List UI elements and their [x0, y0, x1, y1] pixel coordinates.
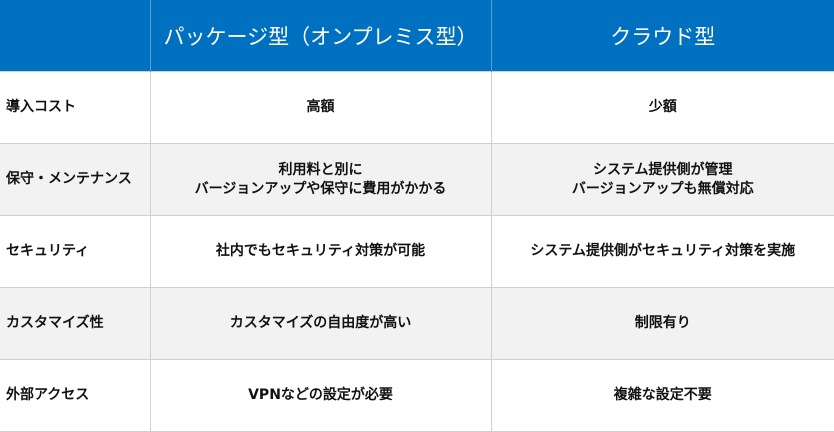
table-row: 外部アクセス VPNなどの設定が必要 複雑な設定不要: [0, 359, 834, 432]
cloud-cell: 複雑な設定不要: [490, 359, 834, 432]
package-cell: 高額: [149, 71, 492, 144]
table-row: セキュリティ 社内でもセキュリティ対策が可能 システム提供側がセキュリティ対策を…: [0, 215, 834, 288]
row-label: セキュリティ: [0, 215, 151, 288]
row-label: カスタマイズ性: [0, 287, 151, 360]
header-empty-cell: [0, 0, 150, 72]
cloud-cell: 制限有り: [490, 287, 834, 360]
package-cell: カスタマイズの自由度が高い: [149, 287, 492, 360]
cell-text: カスタマイズの自由度が高い: [229, 315, 412, 331]
cell-text: バージョンアップも無償対応: [571, 180, 754, 197]
package-cell: 利用料と別に バージョンアップや保守に費用がかかる: [149, 143, 492, 216]
cloud-cell: システム提供側が管理 バージョンアップも無償対応: [490, 143, 834, 216]
row-label: 外部アクセス: [0, 359, 151, 432]
cell-text: 制限有り: [634, 315, 691, 331]
cell-text: VPNなどの設定が必要: [248, 387, 393, 403]
header-row: パッケージ型（オンプレミス型） クラウド型: [0, 0, 834, 72]
cloud-cell: システム提供側がセキュリティ対策を実施: [490, 215, 834, 288]
cell-text: 少額: [648, 99, 677, 115]
cell-text: 社内でもセキュリティ対策が可能: [215, 243, 426, 259]
header-package: パッケージ型（オンプレミス型）: [149, 0, 491, 72]
package-cell: VPNなどの設定が必要: [149, 359, 492, 432]
cell-text: 高額: [306, 99, 335, 115]
cell-text: バージョンアップや保守に費用がかかる: [194, 180, 447, 197]
cell-text: システム提供側が管理: [592, 161, 733, 178]
header-cloud: クラウド型: [490, 0, 834, 72]
row-label: 導入コスト: [0, 71, 151, 144]
row-label: 保守・メンテナンス: [0, 143, 151, 216]
table-row: 導入コスト 高額 少額: [0, 71, 834, 144]
cloud-cell: 少額: [490, 71, 834, 144]
cell-text: 複雑な設定不要: [613, 387, 712, 403]
table-row: 保守・メンテナンス 利用料と別に バージョンアップや保守に費用がかかる システム…: [0, 143, 834, 216]
cell-text: システム提供側がセキュリティ対策を実施: [530, 243, 796, 259]
table-row: カスタマイズ性 カスタマイズの自由度が高い 制限有り: [0, 287, 834, 360]
cell-text: 利用料と別に: [278, 161, 363, 178]
package-cell: 社内でもセキュリティ対策が可能: [149, 215, 492, 288]
